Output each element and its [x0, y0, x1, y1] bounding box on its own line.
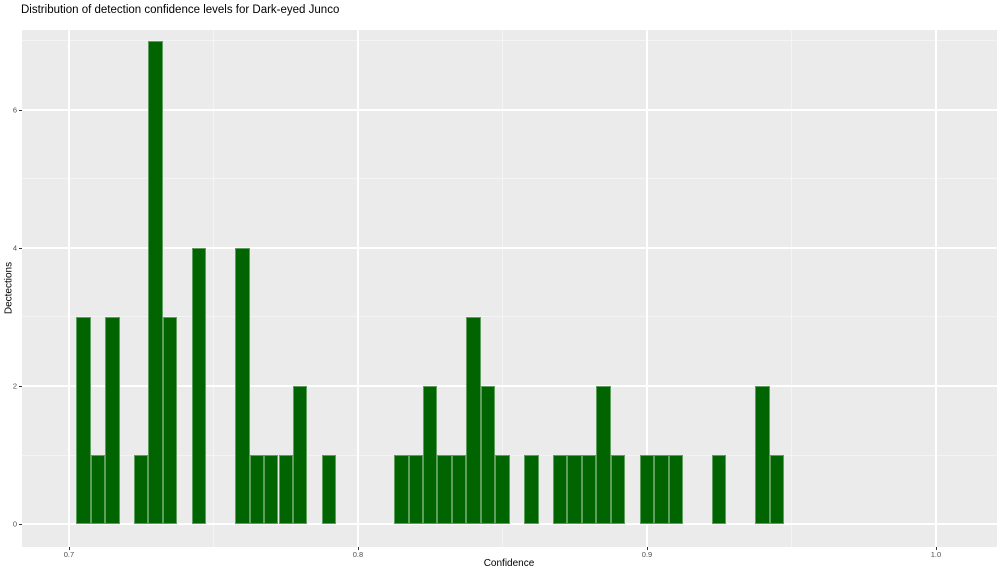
histogram-bar: [654, 455, 669, 524]
histogram-bar: [437, 455, 452, 524]
x-axis-tick-label: 0.7: [63, 550, 75, 559]
x-axis-tick: [357, 547, 359, 550]
y-major-gridline: [22, 523, 997, 525]
histogram-bar: [264, 455, 279, 524]
histogram-bar: [610, 455, 626, 524]
y-axis-tick: [19, 524, 22, 526]
y-axis-tick-label: 2: [12, 381, 17, 391]
histogram-bar: [553, 455, 568, 524]
y-major-gridline: [22, 109, 997, 111]
histogram-bar: [422, 386, 438, 524]
x-axis-tick: [68, 547, 70, 550]
histogram-bar: [668, 455, 684, 524]
x-axis-tick-label: 0.9: [641, 550, 653, 559]
x-major-gridline: [646, 30, 648, 547]
y-minor-gridline: [22, 316, 997, 318]
histogram-bar: [249, 455, 265, 524]
y-minor-gridline: [22, 178, 997, 180]
x-axis-title: Confidence: [483, 558, 535, 569]
x-minor-gridline: [212, 30, 214, 547]
x-minor-gridline: [790, 30, 792, 547]
y-axis-tick: [19, 386, 22, 387]
histogram-bar: [105, 316, 120, 524]
histogram-bar: [134, 455, 149, 524]
y-axis-tick: [19, 247, 22, 249]
histogram-bar: [639, 455, 655, 524]
histogram-bar: [755, 386, 770, 524]
histogram-bar: [162, 316, 178, 524]
x-axis-tick: [935, 547, 937, 550]
histogram-bar: [711, 455, 727, 524]
histogram-bar: [567, 455, 582, 524]
histogram-bar: [292, 386, 308, 524]
histogram-bar: [524, 455, 539, 524]
histogram-bar: [451, 455, 467, 524]
y-major-gridline: [22, 247, 997, 249]
y-major-gridline: [22, 385, 997, 387]
histogram-bar: [278, 455, 293, 524]
histogram-bar: [495, 455, 510, 524]
histogram-bar: [148, 40, 163, 525]
histogram-bar: [235, 247, 250, 524]
histogram-bar: [480, 386, 496, 524]
x-major-gridline: [935, 30, 937, 547]
x-major-gridline: [68, 30, 70, 547]
x-axis-tick-label: 1.0: [930, 550, 942, 559]
y-minor-gridline: [22, 40, 997, 42]
histogram-bar: [769, 455, 785, 524]
y-axis-title: Dectections: [3, 261, 15, 315]
histogram-bar: [466, 316, 481, 524]
histogram-bar: [191, 247, 207, 524]
x-axis-tick-label: 0.8: [352, 550, 364, 559]
histogram-bar: [394, 455, 409, 524]
x-axis-tick: [646, 547, 648, 550]
histogram-bar: [90, 455, 106, 524]
x-major-gridline: [357, 30, 359, 547]
histogram-bar: [581, 455, 597, 524]
histogram-bar: [596, 386, 611, 524]
y-axis-tick-label: 6: [12, 105, 17, 115]
plot-panel: [22, 30, 997, 547]
y-axis-tick-label: 0: [12, 519, 17, 529]
histogram-bar: [76, 316, 91, 524]
y-axis-tick-label: 4: [12, 243, 17, 253]
histogram-bar: [321, 455, 337, 524]
chart-title: Distribution of detection confidence lev…: [21, 4, 340, 16]
histogram-bar: [408, 455, 423, 524]
x-minor-gridline: [501, 30, 503, 547]
y-axis-tick: [19, 109, 22, 111]
